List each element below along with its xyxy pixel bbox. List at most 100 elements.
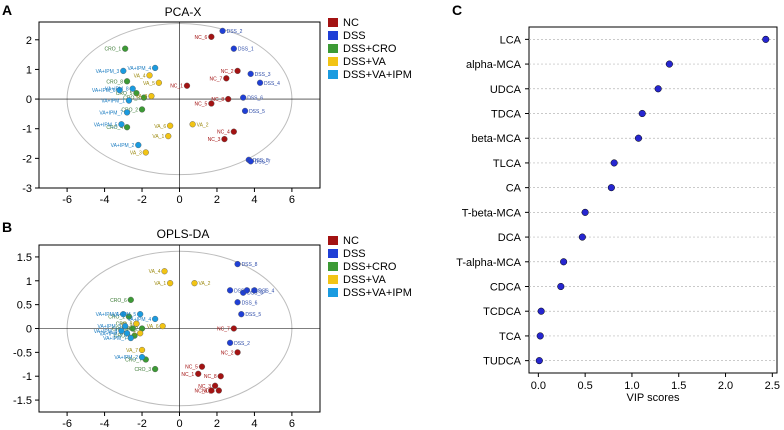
pca-y-tick-label: 0 bbox=[26, 94, 32, 106]
panel-letter-a: A bbox=[2, 2, 12, 18]
pca-legend-label-dss: DSS bbox=[343, 30, 366, 42]
pca-point-label-nc-4: NC_4 bbox=[217, 130, 230, 136]
pca-legend-label-dss-cro: DSS+CRO bbox=[343, 43, 397, 55]
pca-point-label-nc-2: NC_2 bbox=[221, 69, 234, 75]
pca-x-tick-label: 6 bbox=[289, 194, 295, 206]
oplsda-legend-swatch-dss-va bbox=[328, 275, 338, 284]
oplsda-point-dss-5 bbox=[238, 311, 245, 318]
pca-point-label-va-ipm-8: VA+IPM_8 bbox=[105, 87, 129, 93]
vip-x-tick-label: 1.5 bbox=[671, 380, 686, 392]
pca-point-label-va-ipm-5: VA+IPM_5 bbox=[94, 122, 118, 128]
vip-point-tdca bbox=[638, 109, 646, 118]
pca-point-label-va-4: VA_4 bbox=[134, 73, 146, 79]
pca-point-va-ipm-6 bbox=[116, 87, 123, 94]
vip-x-tick-label: 1.0 bbox=[624, 380, 639, 392]
pca-point-va-ipm-2 bbox=[135, 141, 142, 149]
vip-category-label-tca: TCA bbox=[499, 331, 522, 343]
pca-point-label-va-6: VA_6 bbox=[154, 124, 166, 130]
oplsda-point-label-dss-2: DSS_2 bbox=[234, 341, 250, 347]
oplsda-point-cro-8 bbox=[129, 325, 136, 332]
vip-category-label-cdca: CDCA bbox=[490, 282, 522, 294]
vip-x-tick-label: 2.5 bbox=[765, 380, 780, 392]
oplsda-point-label-dss-4: DSS_4 bbox=[258, 288, 274, 294]
pca-point-label-va-5: VA_5 bbox=[143, 81, 155, 87]
pca-point-label-va-ipm-6: VA+IPM_6 bbox=[92, 88, 116, 94]
pca-point-dss-7 bbox=[247, 158, 254, 165]
pca-point-va-4 bbox=[146, 72, 153, 79]
vip-category-label-tudca: TUDCA bbox=[483, 356, 522, 368]
pca-point-label-va-3: VA_3 bbox=[130, 150, 142, 156]
vip-x-tick-label: 0.0 bbox=[531, 380, 546, 392]
oplsda-point-label-va-ipm-4: VA+IPM_4 bbox=[127, 317, 151, 323]
pca-point-label-cro-8: CRO_8 bbox=[106, 79, 123, 85]
oplsda-y-tick-label: 0 bbox=[26, 324, 32, 336]
pca-point-dss-2 bbox=[219, 27, 226, 34]
oplsda-point-label-cro-4: CRO_4 bbox=[114, 334, 131, 340]
vip-point-alpha-mca bbox=[665, 60, 673, 68]
oplsda-point-va-4 bbox=[161, 268, 168, 275]
oplsda-point-label-va-ipm-2: VA+IPM_2 bbox=[114, 355, 138, 361]
pca-point-nc-2 bbox=[234, 67, 241, 75]
pca-point-va-ipm-4 bbox=[152, 64, 159, 72]
oplsda-y-tick-label: -1 bbox=[22, 371, 32, 383]
pca-point-va-1 bbox=[165, 133, 172, 140]
oplsda-x-tick-label: 6 bbox=[289, 418, 295, 430]
oplsda-point-label-va-ipm-1: VA+IPM_1 bbox=[96, 312, 120, 318]
pca-legend-swatch-dss bbox=[328, 31, 338, 40]
vip-x-tick-label: 0.5 bbox=[578, 380, 593, 392]
pca-point-va-ipm-7 bbox=[123, 109, 131, 116]
oplsda-point-label-dss-1: DSS_1 bbox=[251, 288, 267, 294]
oplsda-point-va-ipm-5 bbox=[137, 311, 144, 318]
vip-category-label-alpha-mca: alpha-MCA bbox=[466, 59, 522, 71]
pca-point-dss-5 bbox=[241, 107, 249, 115]
pca-legend-swatch-dss-cro bbox=[328, 44, 338, 53]
oplsda-point-nc-6 bbox=[208, 387, 215, 394]
pca-legend-swatch-dss-va-ipm bbox=[328, 70, 338, 79]
vip-category-label-lca: LCA bbox=[500, 34, 522, 46]
oplsda-y-tick-label: -1.5 bbox=[13, 395, 32, 407]
oplsda-point-label-nc-5: NC_5 bbox=[185, 365, 198, 371]
vip-category-label-t-alpha-mca: T-alpha-MCA bbox=[456, 257, 521, 269]
oplsda-point-va-3 bbox=[133, 320, 140, 327]
oplsda-point-va-7 bbox=[138, 346, 146, 354]
oplsda-point-label-dss-7: DSS_7 bbox=[234, 288, 250, 294]
oplsda-point-label-va-1: VA_1 bbox=[154, 281, 166, 287]
oplsda-legend-swatch-dss bbox=[328, 249, 338, 258]
pca-point-cro-4 bbox=[123, 124, 131, 131]
pca-point-label-dss-3: DSS_3 bbox=[255, 72, 271, 78]
vip-point-lca bbox=[762, 35, 770, 43]
oplsda-point-dss-1 bbox=[243, 287, 251, 294]
oplsda-point-label-cro-7: CRO_7 bbox=[125, 358, 142, 364]
vip-lollipop-chart: LCA alpha-MCA UDCA TDCA beta-MCA TLCA CA T-beta… bbox=[456, 26, 780, 404]
pca-point-va-5 bbox=[155, 79, 162, 86]
oplsda-point-va-1 bbox=[167, 280, 174, 287]
oplsda-x-tick-label: 4 bbox=[251, 418, 257, 430]
pca-point-label-nc-7: NC_7 bbox=[210, 76, 223, 82]
pca-point-label-nc-1: NC_1 bbox=[170, 84, 183, 90]
pca-point-label-cro-4: CRO_4 bbox=[106, 125, 123, 131]
pca-x-tick-label: -6 bbox=[62, 194, 72, 206]
oplsda-point-nc-3 bbox=[211, 382, 219, 389]
oplsda-x-tick-label: 2 bbox=[214, 418, 220, 430]
oplsda-point-label-nc-6: NC_6 bbox=[195, 389, 208, 395]
pca-point-label-nc-5: NC_5 bbox=[195, 102, 208, 108]
pca-point-dss-3 bbox=[247, 70, 254, 77]
pca-point-label-va-ipm-3: VA+IPM_3 bbox=[96, 69, 120, 75]
pca-x-tick-label: 0 bbox=[176, 194, 182, 206]
vip-point-tcdca bbox=[537, 307, 545, 315]
vip-point-udca bbox=[654, 85, 662, 93]
pca-title: PCA-X bbox=[165, 5, 202, 19]
oplsda-legend-swatch-dss-va-ipm bbox=[328, 288, 338, 297]
pca-point-label-cro-1: CRO_1 bbox=[104, 47, 121, 53]
oplsda-point-va-ipm-1 bbox=[120, 311, 127, 318]
oplsda-point-nc-1 bbox=[195, 370, 202, 377]
vip-category-label-tdca: TDCA bbox=[491, 109, 522, 121]
oplsda-point-va-ipm-2 bbox=[138, 354, 146, 361]
vip-point-tca bbox=[536, 332, 544, 340]
pca-point-label-va-1: VA_1 bbox=[152, 134, 164, 140]
pca-x-tick-label: 2 bbox=[214, 194, 220, 206]
oplsda-point-label-cro-3: CRO_3 bbox=[134, 367, 151, 373]
oplsda-point-label-nc-3: NC_3 bbox=[198, 384, 211, 390]
vip-category-label-ca: CA bbox=[506, 183, 522, 195]
